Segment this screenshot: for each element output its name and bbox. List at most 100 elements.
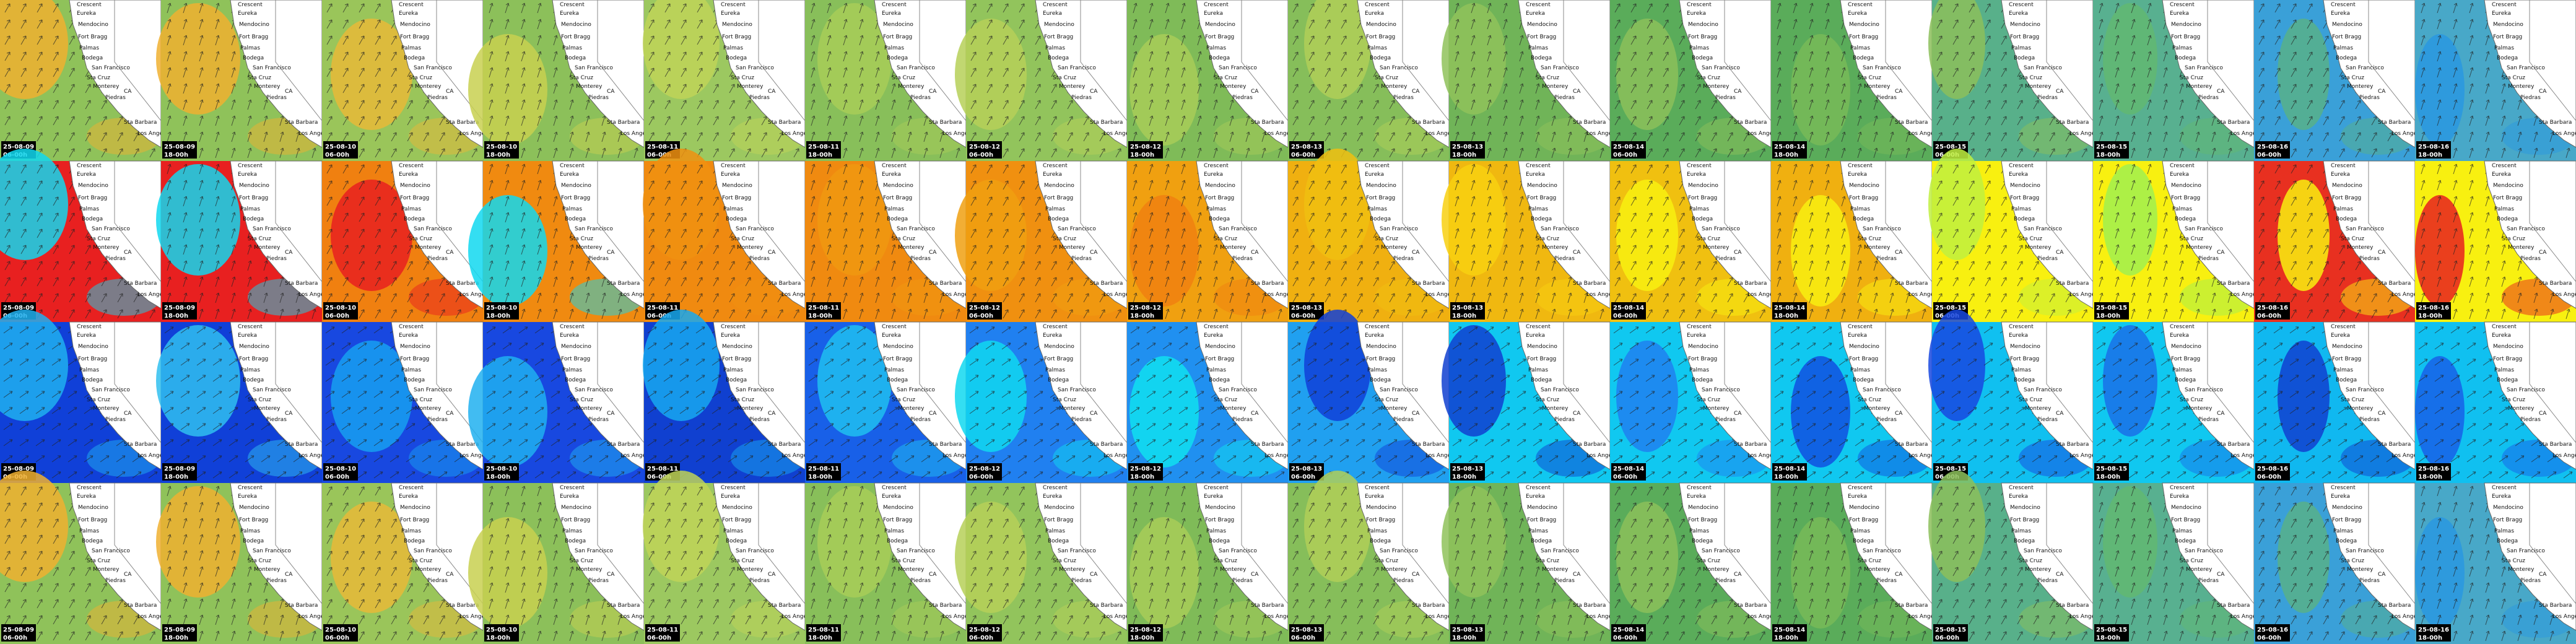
place-label: Monterey [254,245,281,251]
map-tile: Crescent Eureka Mendocino Fort Bragg Palmas B… [1771,482,1942,644]
place-label: San Francisco [1219,387,1257,393]
place-label: Sta Cruz [1214,236,1237,242]
timestamp-time: 18-00h [2096,313,2120,320]
place-label: Los Angeles [2230,131,2264,137]
place-label: Sta Cruz [1375,397,1398,403]
timestamp-box [484,302,519,320]
place-label: Fort Bragg [1205,356,1234,362]
place-label: Eureka [1365,333,1384,339]
place-label: Mendocino [400,22,430,28]
place-label: Fort Bragg [1366,356,1395,362]
place-label: San Francisco [897,548,935,554]
land [2484,482,2576,631]
timestamp-time: 06-00h [1613,152,1637,159]
place-label: Sta Cruz [731,236,754,242]
place-label: Los Angeles [1425,453,1459,459]
map-tile: Crescent Eureka Mendocino Fort Bragg Palmas B… [0,310,171,483]
place-label: Sta Barbara [1573,120,1606,126]
place-label: Palmas [401,528,421,534]
place-label: Mendocino [78,183,108,189]
place-label: Eureka [560,333,579,339]
place-label: San Francisco [1702,65,1740,71]
place-label: Mendocino [561,344,591,350]
place-label: Fort Bragg [78,517,107,523]
timestamp-date: 25-08-13 [1291,305,1322,311]
place-label: Sta Cruz [731,558,754,564]
map-tile: Crescent Eureka Mendocino Fort Bragg Palmas B… [1288,471,1459,644]
place-label: Monterey [1059,245,1086,251]
timestamp-date: 25-08-14 [1774,144,1805,150]
place-label: Sta Barbara [1895,281,1928,287]
place-label: CA [285,250,293,256]
place-label: Sta Cruz [248,558,271,564]
place-label: Eureka [1526,172,1545,178]
place-label: Los Angeles [620,292,654,298]
map-tile: Crescent Eureka Mendocino Fort Bragg Palmas B… [1610,160,1781,322]
map-tile: Crescent Eureka Mendocino Fort Bragg Palmas B… [468,160,654,322]
place-label: Sta Barbara [1895,603,1928,609]
place-label: Mendocino [722,22,752,28]
place-label: Palmas [884,528,904,534]
place-label: Palmas [1206,528,1226,534]
state-border [2368,322,2416,443]
place-label: Sta Cruz [2341,558,2364,564]
place-label: Crescent [882,163,907,169]
place-label: Mendocino [2493,22,2523,28]
place-label: Palmas [2011,45,2031,51]
place-label: Eureka [2170,494,2189,500]
state-border [1563,161,1611,282]
place-label: CA [1251,250,1259,256]
place-label: Piedras [588,256,609,262]
place-label: Mendocino [561,22,591,28]
place-label: CA [607,572,615,578]
place-label: Mendocino [2332,22,2362,28]
place-label: Los Angeles [1103,292,1137,298]
timestamp-time: 18-00h [2096,152,2120,159]
place-label: Monterey [2025,406,2052,412]
place-label: CA [446,411,454,417]
place-label: Monterey [1703,84,1730,90]
timestamp-time: 18-00h [808,474,832,481]
place-label: Crescent [1848,485,1873,491]
place-label: Monterey [898,567,925,573]
place-label: Monterey [1220,567,1247,573]
place-label: Los Angeles [2552,453,2576,459]
place-label: Eureka [399,494,418,500]
place-label: Crescent [721,163,746,169]
place-label: Sta Cruz [2019,236,2042,242]
timestamp-date: 25-08-12 [969,627,1000,633]
timestamp-time: 06-00h [1613,635,1637,642]
place-label: Eureka [2009,11,2028,17]
place-label: Sta Cruz [570,75,593,81]
timestamp-time: 06-00h [325,313,349,320]
place-label: CA [1090,411,1098,417]
place-label: Mendocino [2171,22,2201,28]
place-label: San Francisco [736,548,774,554]
state-border [114,322,162,443]
timestamp-time: 18-00h [2418,635,2442,642]
place-label: San Francisco [2507,65,2545,71]
place-label: San Francisco [414,65,452,71]
place-label: Bodega [404,377,425,383]
place-label: Bodega [82,216,103,222]
place-label: Sta Barbara [1573,442,1606,448]
place-label: CA [929,250,937,256]
timestamp-date: 25-08-15 [1935,627,1966,633]
state-border [2207,322,2255,443]
timestamp-time: 18-00h [2418,474,2442,481]
place-label: Eureka [560,11,579,17]
place-label: Los Angeles [2552,614,2576,620]
place-label: Fort Bragg [1205,34,1234,40]
timestamp-time: 06-00h [647,474,671,481]
place-label: Sta Cruz [2019,75,2042,81]
place-label: Los Angeles [942,292,976,298]
place-label: Crescent [560,324,585,330]
place-label: San Francisco [575,387,613,393]
place-label: Sta Barbara [768,603,801,609]
place-label: Monterey [1542,245,1569,251]
place-label: Sta Barbara [1090,442,1123,448]
place-label: Los Angeles [1586,614,1620,620]
map-tile: Crescent Eureka Mendocino Fort Bragg Palmas B… [2254,160,2425,322]
place-label: Palmas [401,206,421,212]
place-label: CA [124,250,132,256]
